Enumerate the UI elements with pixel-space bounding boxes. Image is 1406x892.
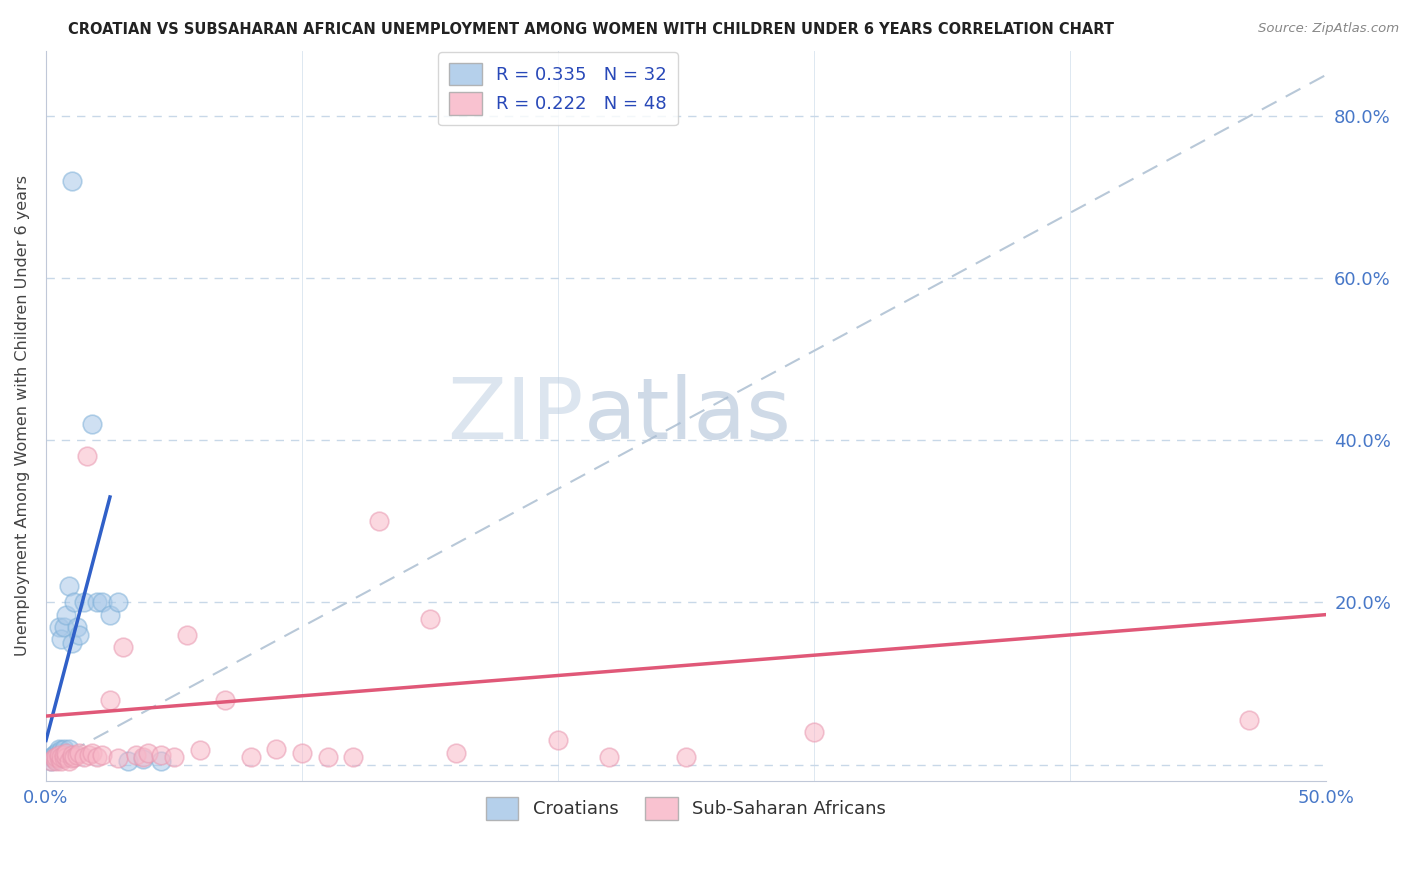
Point xyxy=(45,749,67,764)
Point xyxy=(107,595,129,609)
Point xyxy=(98,607,121,622)
Point xyxy=(132,752,155,766)
Text: ZIP: ZIP xyxy=(447,375,583,458)
Point xyxy=(55,607,77,622)
Point xyxy=(73,595,96,609)
Text: Source: ZipAtlas.com: Source: ZipAtlas.com xyxy=(1258,22,1399,36)
Point xyxy=(98,693,121,707)
Point xyxy=(67,628,90,642)
Point xyxy=(291,746,314,760)
Point xyxy=(150,754,173,768)
Point xyxy=(39,754,62,768)
Point xyxy=(60,636,83,650)
Point xyxy=(117,754,139,768)
Point xyxy=(45,749,67,764)
Point xyxy=(52,751,75,765)
Point xyxy=(124,747,146,762)
Point xyxy=(52,747,75,762)
Point xyxy=(132,749,155,764)
Point xyxy=(79,747,101,762)
Point xyxy=(188,743,211,757)
Point xyxy=(48,751,70,765)
Point xyxy=(48,746,70,760)
Point xyxy=(63,749,86,764)
Point xyxy=(60,747,83,762)
Point xyxy=(52,620,75,634)
Point xyxy=(266,741,288,756)
Point xyxy=(66,747,89,762)
Point xyxy=(419,612,441,626)
Point xyxy=(58,741,80,756)
Point xyxy=(48,620,70,634)
Point xyxy=(63,595,86,609)
Point xyxy=(214,693,236,707)
Point xyxy=(444,746,467,760)
Point xyxy=(675,749,697,764)
Legend: Croatians, Sub-Saharan Africans: Croatians, Sub-Saharan Africans xyxy=(478,790,893,827)
Point xyxy=(42,751,65,765)
Point xyxy=(176,628,198,642)
Point xyxy=(239,749,262,764)
Point xyxy=(80,417,103,431)
Point xyxy=(67,746,90,760)
Point xyxy=(150,747,173,762)
Point xyxy=(803,725,825,739)
Point xyxy=(91,595,114,609)
Point xyxy=(39,749,62,764)
Point xyxy=(60,751,83,765)
Point xyxy=(111,640,134,654)
Point xyxy=(51,749,73,764)
Point xyxy=(1237,713,1260,727)
Point xyxy=(76,450,98,464)
Point xyxy=(51,754,73,768)
Point xyxy=(39,754,62,768)
Point xyxy=(598,749,620,764)
Point xyxy=(86,595,108,609)
Point xyxy=(55,746,77,760)
Point xyxy=(58,579,80,593)
Point xyxy=(48,747,70,762)
Point xyxy=(51,632,73,646)
Point xyxy=(60,173,83,187)
Point xyxy=(45,753,67,767)
Point xyxy=(547,733,569,747)
Point xyxy=(91,747,114,762)
Point xyxy=(58,754,80,768)
Point xyxy=(52,741,75,756)
Point xyxy=(51,743,73,757)
Point xyxy=(107,751,129,765)
Text: atlas: atlas xyxy=(583,375,792,458)
Point xyxy=(86,749,108,764)
Point xyxy=(48,741,70,756)
Point xyxy=(45,746,67,760)
Point xyxy=(42,747,65,762)
Point xyxy=(48,751,70,765)
Text: CROATIAN VS SUBSAHARAN AFRICAN UNEMPLOYMENT AMONG WOMEN WITH CHILDREN UNDER 6 YE: CROATIAN VS SUBSAHARAN AFRICAN UNEMPLOYM… xyxy=(67,22,1114,37)
Point xyxy=(66,620,89,634)
Point xyxy=(316,749,339,764)
Point xyxy=(367,514,389,528)
Point xyxy=(138,746,160,760)
Point xyxy=(80,746,103,760)
Point xyxy=(42,751,65,765)
Point xyxy=(163,749,186,764)
Point xyxy=(342,749,364,764)
Y-axis label: Unemployment Among Women with Children Under 6 years: Unemployment Among Women with Children U… xyxy=(15,176,30,657)
Point xyxy=(55,749,77,764)
Point xyxy=(45,754,67,768)
Point xyxy=(73,749,96,764)
